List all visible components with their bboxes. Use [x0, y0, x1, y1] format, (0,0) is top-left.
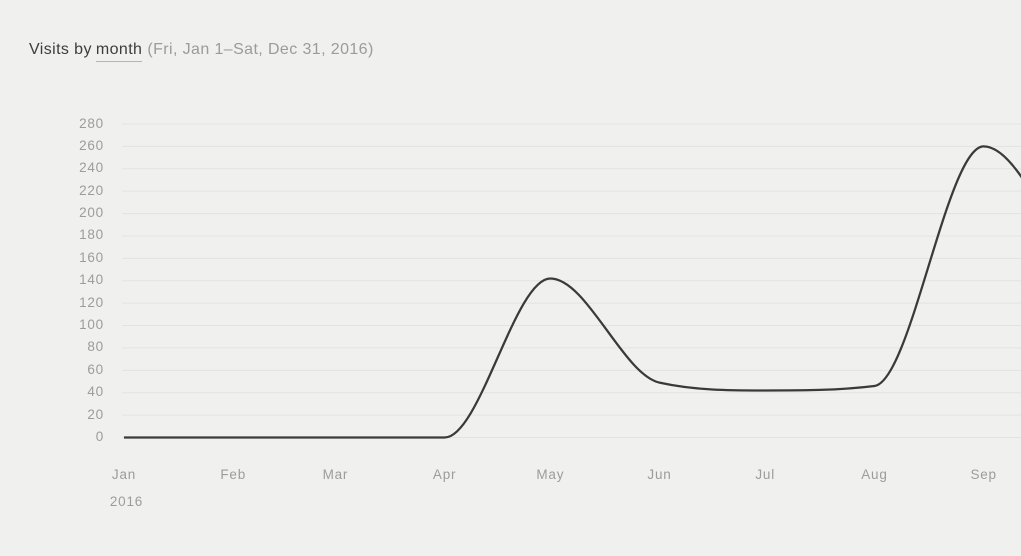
y-axis-label: 240	[79, 160, 104, 176]
x-axis-label: Sep	[970, 467, 997, 482]
date-range-label: (Fri, Jan 1–Sat, Dec 31, 2016)	[147, 41, 374, 58]
x-axis-label: Jul	[755, 467, 776, 482]
y-axis-label: 20	[87, 406, 104, 422]
x-axis-label: Apr	[432, 467, 457, 482]
y-axis-label: 200	[79, 205, 104, 221]
y-axis-label: 100	[79, 317, 104, 333]
x-axis-label: Jun	[647, 467, 672, 482]
y-axis-label: 160	[79, 249, 104, 265]
y-axis-label: 40	[87, 384, 104, 400]
y-axis-label: 140	[79, 272, 104, 288]
y-axis-label: 120	[79, 294, 104, 310]
y-axis-label: 280	[79, 115, 104, 131]
visits-series-line[interactable]	[124, 145, 1021, 439]
chart-header: Visits by month (Fri, Jan 1–Sat, Dec 31, 2…	[29, 41, 374, 62]
y-axis-label: 80	[87, 339, 104, 355]
y-axis-label: 0	[95, 429, 104, 444]
y-axis-label: 180	[79, 227, 104, 243]
y-axis-label: 60	[87, 361, 104, 377]
y-axis-label: 260	[79, 137, 104, 153]
x-axis-label: Feb	[220, 467, 247, 482]
x-axis-label: Jan	[111, 467, 137, 482]
metric-selector[interactable]: month	[95, 41, 143, 62]
y-axis-label: 220	[79, 182, 104, 198]
x-axis-label: May	[536, 467, 565, 482]
x-axis-label: Mar	[322, 467, 349, 482]
x-axis-label: Aug	[861, 467, 888, 482]
chart-title-prefix: Visits by	[29, 41, 92, 58]
x-axis-year-label: 2016	[109, 494, 144, 509]
